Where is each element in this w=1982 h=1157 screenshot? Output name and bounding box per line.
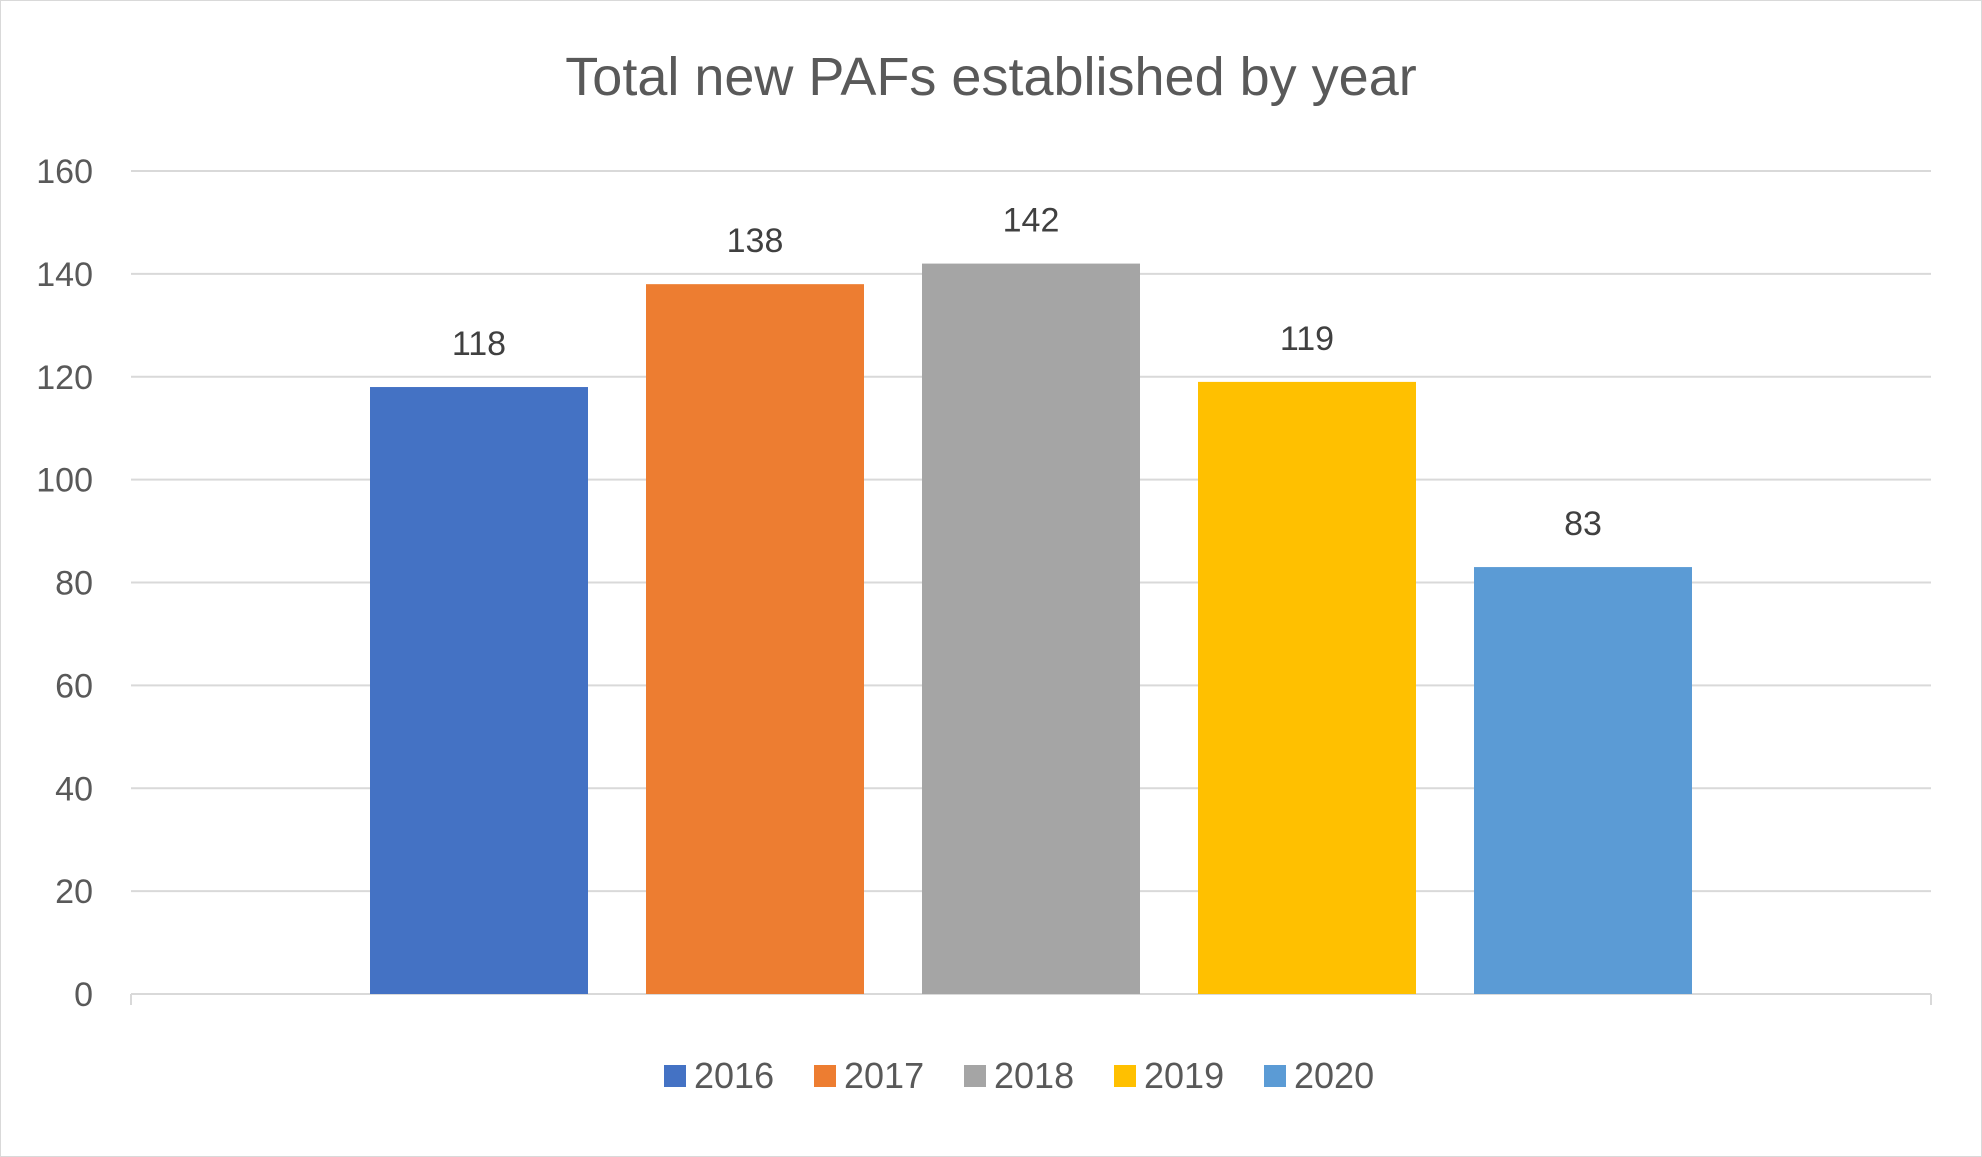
y-tick-label: 100 [36,462,93,500]
data-labels: 118 138 142 119 83 [452,202,1602,543]
bars [370,263,1692,995]
data-label-2016: 118 [452,325,506,363]
bar-2016 [370,387,588,995]
legend-label-2018: 2018 [994,1055,1074,1096]
legend-label-2016: 2016 [694,1055,774,1096]
legend-label-2019: 2019 [1144,1055,1224,1096]
data-label-2020: 83 [1564,505,1602,543]
y-tick-label: 20 [55,873,93,911]
y-tick-label: 80 [55,565,93,603]
chart-title: Total new PAFs established by year [565,47,1416,107]
y-tick-label: 120 [36,359,93,397]
legend-label-2020: 2020 [1294,1055,1374,1096]
legend-swatch-2019 [1114,1065,1136,1087]
legend: 2016 2017 2018 2019 2020 [664,1055,1374,1096]
bar-2019 [1198,381,1416,994]
bar-2020 [1474,567,1692,994]
y-tick-label: 40 [55,770,93,808]
legend-swatch-2016 [664,1065,686,1087]
bar-2017 [646,284,864,995]
y-tick-label: 60 [55,667,93,705]
data-label-2017: 138 [727,222,784,260]
data-label-2019: 119 [1280,320,1334,358]
bar-2018 [922,263,1140,994]
legend-swatch-2017 [814,1065,836,1087]
axes: 0 20 40 60 80 100 120 140 160 [36,153,1932,1014]
y-tick-label: 140 [36,256,93,294]
y-tick-label: 0 [74,976,93,1014]
legend-swatch-2018 [964,1065,986,1087]
data-label-2018: 142 [1003,202,1060,240]
legend-swatch-2020 [1264,1065,1286,1087]
legend-label-2017: 2017 [844,1055,924,1096]
y-tick-label: 160 [36,153,93,191]
